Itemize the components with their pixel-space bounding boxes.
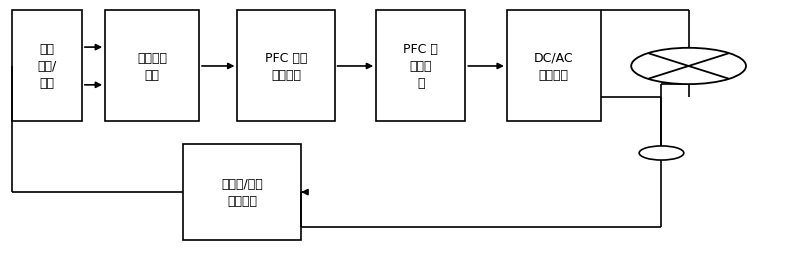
Circle shape (631, 49, 746, 85)
FancyBboxPatch shape (376, 11, 466, 122)
Text: PFC 主
功率电
路: PFC 主 功率电 路 (403, 43, 438, 90)
FancyBboxPatch shape (12, 11, 82, 122)
Circle shape (639, 146, 684, 161)
FancyBboxPatch shape (507, 11, 601, 122)
Text: 参考
电压/
电流: 参考 电压/ 电流 (38, 43, 57, 90)
FancyBboxPatch shape (105, 11, 199, 122)
Text: PFC 母线
调压电路: PFC 母线 调压电路 (265, 52, 307, 82)
Text: 逻辑比较
电路: 逻辑比较 电路 (137, 52, 167, 82)
Text: DC/AC
逆变电路: DC/AC 逆变电路 (534, 52, 574, 82)
FancyBboxPatch shape (183, 145, 301, 240)
FancyBboxPatch shape (238, 11, 334, 122)
Text: 灯电压/电流
检测电路: 灯电压/电流 检测电路 (222, 177, 263, 207)
